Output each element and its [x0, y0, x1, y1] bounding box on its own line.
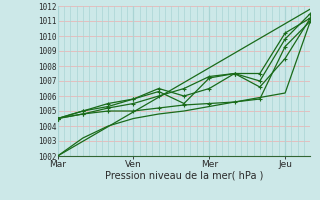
X-axis label: Pression niveau de la mer( hPa ): Pression niveau de la mer( hPa ): [105, 171, 263, 181]
